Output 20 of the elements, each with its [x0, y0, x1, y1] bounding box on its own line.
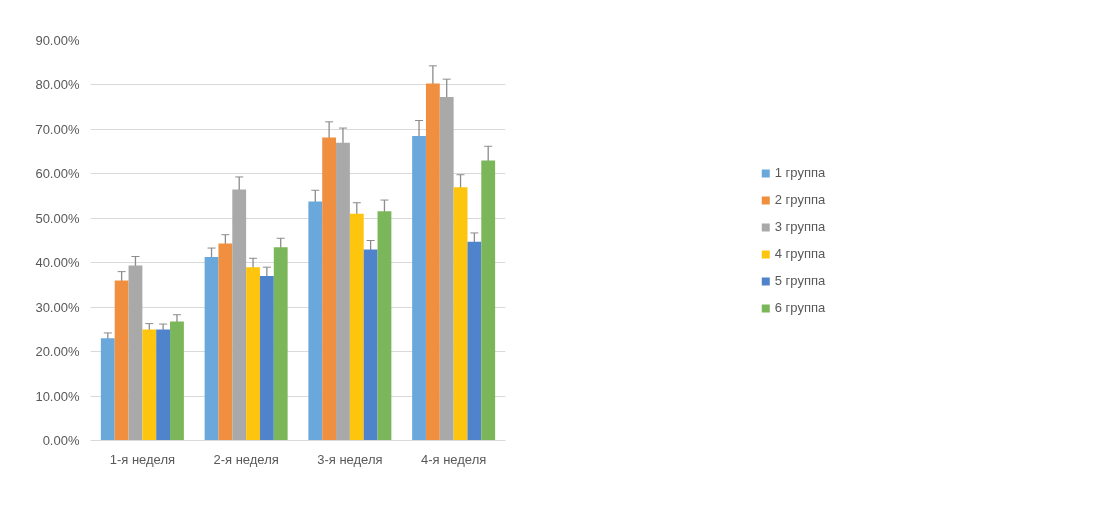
legend-label: 3 группа [774, 219, 826, 234]
x-tick-label: 3-я неделя [317, 451, 383, 467]
y-tick-label: 30.00% [35, 299, 80, 315]
legend-label: 5 группа [774, 273, 826, 288]
y-tick-label: 60.00% [35, 166, 80, 182]
legend-label: 2 группа [774, 192, 826, 207]
legend-label: 6 группа [774, 300, 826, 315]
x-tick-label: 4-я неделя [420, 451, 487, 467]
y-tick-label: 10.00% [35, 388, 80, 404]
y-tick-label: 90.00% [35, 33, 80, 48]
x-tick-label: 2-я неделя [213, 451, 279, 467]
legend-label: 4 группа [774, 246, 826, 261]
y-tick-label: 70.00% [35, 121, 80, 137]
y-tick-label: 40.00% [35, 255, 80, 271]
y-tick-label: 20.00% [35, 344, 80, 360]
y-tick-label: 0.00% [42, 433, 80, 448]
y-tick-label: 80.00% [35, 77, 80, 93]
legend-label: 1 группа [774, 165, 826, 180]
y-tick-label: 50.00% [35, 210, 80, 226]
x-tick-label: 1-я неделя [109, 451, 176, 467]
